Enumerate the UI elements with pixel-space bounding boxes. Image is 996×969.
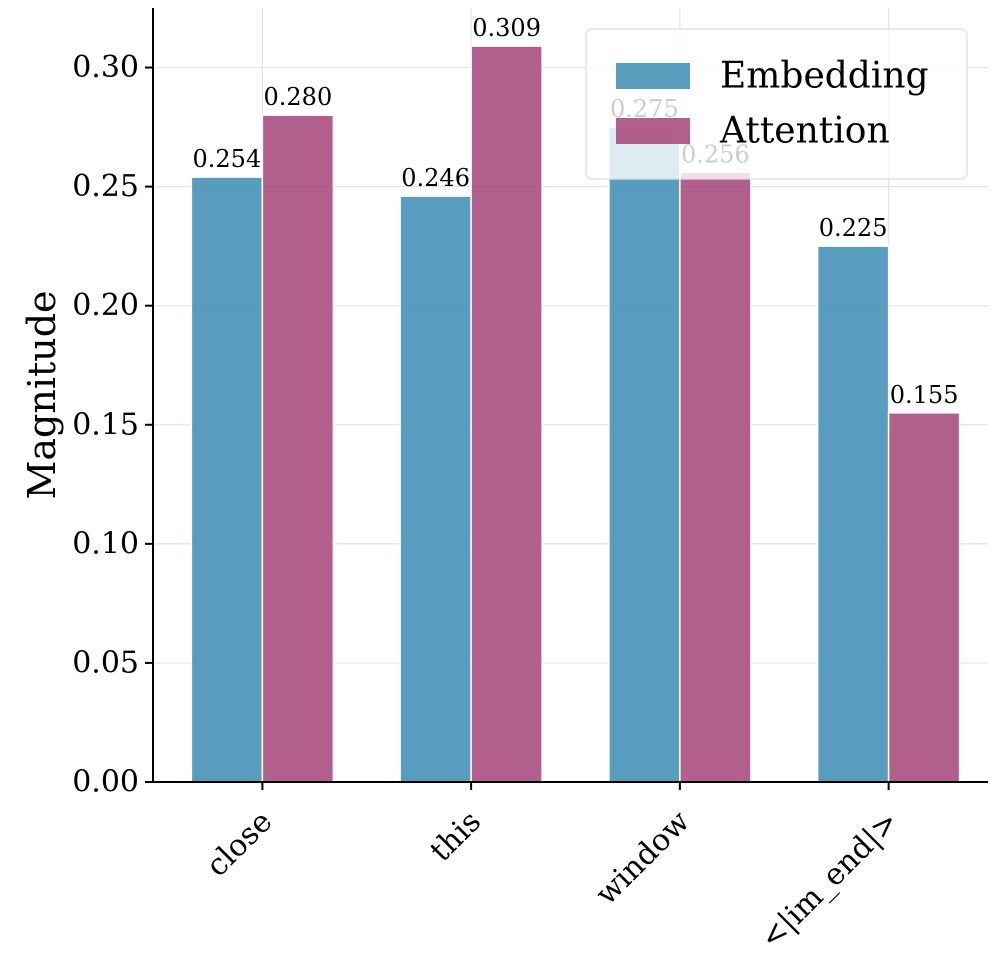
bar-attention-2	[679, 171, 752, 783]
bars	[190, 45, 961, 783]
legend-swatch-attention	[616, 118, 690, 144]
bar-embedding-0	[190, 176, 264, 783]
axes	[152, 8, 988, 783]
y-ticks: 0.00 0.05 0.10 0.15 0.20 0.25 0.30	[72, 50, 153, 800]
data-label: 0.225	[819, 214, 888, 242]
data-label: 0.246	[401, 164, 470, 192]
y-axis-title: Magnitude	[20, 290, 64, 499]
x-tick-label: <|im_end|>	[754, 804, 906, 956]
legend: Embedding Attention	[585, 28, 968, 180]
bar-attention-3	[887, 412, 961, 783]
y-tick-label: 0.30	[72, 50, 139, 85]
legend-swatch-embedding	[616, 63, 690, 89]
legend-label-embedding: Embedding	[720, 56, 929, 97]
x-tick-label: window	[589, 804, 697, 912]
y-tick-label: 0.20	[72, 288, 139, 323]
bar-embedding-3	[816, 245, 890, 783]
y-tick-label: 0.25	[72, 169, 139, 204]
bar-attention-1	[470, 45, 543, 783]
legend-box	[585, 28, 968, 180]
y-tick-label: 0.15	[72, 407, 139, 442]
data-label: 0.254	[193, 145, 262, 173]
x-tick-label: close	[200, 804, 280, 884]
data-label: 0.155	[890, 381, 959, 409]
legend-label-attention: Attention	[719, 111, 890, 152]
y-tick-label: 0.05	[72, 645, 139, 680]
data-label: 0.309	[472, 14, 541, 42]
x-ticks: close this window <|im_end|>	[200, 782, 906, 956]
bar-attention-0	[261, 114, 335, 783]
y-tick-label: 0.00	[72, 765, 139, 800]
y-tick-label: 0.10	[72, 526, 139, 561]
data-label: 0.280	[264, 83, 333, 111]
bar-embedding-2	[608, 126, 681, 783]
bar-embedding-1	[399, 195, 472, 783]
x-tick-label: this	[423, 804, 488, 869]
